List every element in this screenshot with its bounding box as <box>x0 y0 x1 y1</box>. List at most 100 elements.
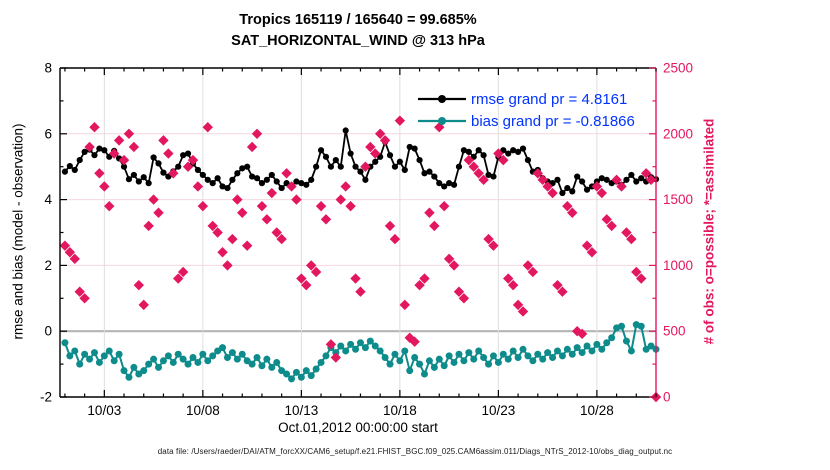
obs-marker <box>345 200 356 212</box>
chart-subtitle: SAT_HORIZONTAL_WIND @ 313 hPa <box>231 33 485 49</box>
bias-marker <box>401 347 409 355</box>
obs-marker <box>74 286 85 297</box>
rmse-marker <box>91 152 98 159</box>
rmse-marker <box>332 157 339 164</box>
obs-marker <box>251 128 263 139</box>
rmse-marker <box>175 163 182 170</box>
obs-marker <box>163 148 174 159</box>
rmse-marker <box>71 166 78 174</box>
rmse-marker <box>391 163 399 170</box>
bias-marker <box>164 352 172 360</box>
bias-marker <box>312 365 320 373</box>
x-tick-label: 10/28 <box>580 403 614 418</box>
bias-marker <box>90 349 98 357</box>
obs-marker <box>286 181 297 192</box>
y-tick-label-left: 8 <box>44 61 52 76</box>
rmse-marker <box>268 171 275 179</box>
bias-marker <box>622 337 630 345</box>
bias-marker <box>86 355 94 363</box>
y-tick-label-left: -2 <box>40 390 52 405</box>
rmse-marker <box>519 145 527 152</box>
obs-marker <box>616 181 627 192</box>
bias-marker <box>268 363 276 371</box>
bias-marker <box>642 345 650 353</box>
obs-marker <box>557 286 568 297</box>
obs-marker <box>645 174 657 186</box>
bias-marker <box>199 350 207 358</box>
rmse-marker <box>411 145 418 152</box>
obs-marker <box>237 207 248 218</box>
obs-marker <box>187 154 199 166</box>
bias-marker <box>115 350 123 358</box>
y-axis-label-right: # of obs: o=possible; *=assimilated <box>701 118 717 345</box>
bias-marker <box>228 349 236 357</box>
bias-marker <box>494 358 502 366</box>
obs-marker <box>453 286 465 297</box>
bias-marker <box>258 362 266 370</box>
obs-marker <box>576 328 588 340</box>
bias-marker <box>549 354 557 362</box>
obs-marker <box>611 174 622 186</box>
x-tick-label: 10/18 <box>383 403 417 418</box>
y-tick-label-left: 2 <box>44 258 52 273</box>
obs-marker <box>503 273 514 284</box>
obs-marker <box>424 207 435 218</box>
rmse-marker <box>633 178 640 185</box>
rmse-marker <box>436 180 443 187</box>
rmse-marker <box>81 148 88 155</box>
obs-marker <box>99 181 110 192</box>
rmse-marker <box>66 162 73 170</box>
obs-marker <box>256 200 268 212</box>
obs-marker <box>498 154 509 166</box>
bias-marker <box>504 355 512 363</box>
bias-marker <box>539 355 547 363</box>
bias-marker <box>376 347 384 355</box>
obs-marker <box>429 220 440 232</box>
obs-marker <box>374 128 386 139</box>
bias-marker <box>243 357 251 365</box>
rmse-line <box>64 130 657 195</box>
rmse-marker <box>485 171 492 179</box>
obs-marker <box>631 266 642 278</box>
bias-marker <box>347 340 355 348</box>
bias-marker <box>475 347 483 355</box>
y-tick-label-left: 4 <box>44 192 52 207</box>
obs-marker <box>133 279 145 291</box>
obs-marker <box>306 260 317 271</box>
rmse-marker <box>598 175 605 182</box>
bias-marker <box>292 368 300 376</box>
obs-marker <box>562 200 573 212</box>
legend-rmse-swatch <box>418 95 466 103</box>
bias-marker <box>450 358 458 366</box>
bias-marker <box>435 355 443 363</box>
rmse-marker <box>263 176 270 183</box>
obs-marker <box>552 279 563 291</box>
y-axis-label-left: rmse and bias (model - observation) <box>10 123 26 340</box>
obs-marker <box>266 187 278 199</box>
bias-marker <box>366 337 374 345</box>
bias-marker <box>209 352 217 360</box>
rmse-marker <box>337 163 344 170</box>
rmse-marker <box>583 186 591 193</box>
obs-marker <box>207 220 218 232</box>
legend-bias-swatch <box>418 117 466 125</box>
bias-marker <box>588 347 596 355</box>
legend: rmse grand pr = 4.8161 bias grand pr = -… <box>417 88 635 132</box>
bias-marker <box>558 352 566 360</box>
bias-marker <box>406 367 414 375</box>
obs-marker <box>414 279 425 291</box>
obs-marker <box>571 326 583 337</box>
obs-marker <box>320 214 332 225</box>
obs-marker <box>168 168 179 179</box>
bias-marker <box>534 350 542 358</box>
obs-marker <box>64 247 76 258</box>
rmse-marker <box>273 178 280 185</box>
obs-marker <box>296 273 307 284</box>
rmse-marker <box>406 143 413 151</box>
bias-marker <box>608 334 616 342</box>
obs-marker <box>153 207 164 218</box>
rmse-marker <box>564 184 571 192</box>
obs-marker <box>143 220 154 232</box>
